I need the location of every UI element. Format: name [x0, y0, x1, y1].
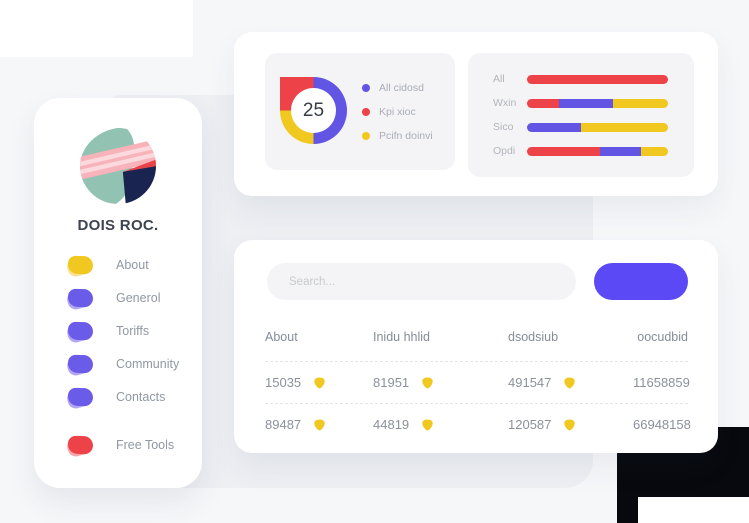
brand-logo	[79, 127, 157, 205]
donut-center-value: 25	[291, 88, 336, 133]
cell-value: 89487	[265, 417, 302, 432]
cell-value: 11658859	[633, 375, 690, 390]
bar-row-label: Opdi	[493, 145, 516, 157]
legend-dot-icon	[362, 132, 370, 140]
legend-dot-icon	[362, 84, 370, 92]
shield-icon	[564, 376, 576, 389]
sidebar-item-contacts[interactable]: Contacts	[68, 380, 202, 413]
sidebar-item-label: Contacts	[116, 389, 166, 404]
table-card: About Inidu hhlid dsodsiub oocudbid 1503…	[234, 240, 718, 453]
brand-logo-icon	[79, 127, 157, 205]
column-header: oocudbid	[637, 330, 688, 344]
decor-rect-top-left	[0, 0, 193, 57]
table-cell: 89487	[265, 417, 373, 432]
bar-row-opdi: Opdi	[493, 145, 668, 157]
table-row: 89487 44819 120587 66948158	[265, 404, 691, 445]
cell-value: 15035	[265, 375, 302, 390]
charts-card: 25 All cidosd Kpi xioc Pcifn doinvi	[234, 32, 718, 196]
contacts-blob-icon	[68, 388, 93, 406]
sidebar-item-label: Generol	[116, 290, 161, 305]
sidebar: DOIS ROC. About Generol Toriffs Communit…	[34, 98, 202, 488]
table-cell: 44819	[373, 417, 508, 432]
legend-label: Pcifn doinvi	[379, 130, 433, 142]
legend-item: Pcifn doinvi	[362, 130, 433, 142]
shield-icon	[422, 376, 433, 389]
column-header: About	[265, 330, 298, 344]
sidebar-item-label: Community	[116, 356, 180, 371]
generol-blob-icon	[68, 289, 93, 307]
data-table: About Inidu hhlid dsodsiub oocudbid 1503…	[265, 330, 691, 445]
table-cell: 66948158	[633, 417, 691, 432]
bar-row-label: All	[493, 73, 505, 85]
cell-value: 120587	[508, 417, 552, 432]
donut-legend: All cidosd Kpi xioc Pcifn doinvi	[362, 82, 433, 142]
table-header-row: About Inidu hhlid dsodsiub oocudbid	[265, 330, 688, 362]
legend-label: Kpi xioc	[379, 106, 416, 118]
table-cell: 81951	[373, 375, 508, 390]
search-input[interactable]	[267, 263, 576, 300]
stacked-bar	[527, 74, 668, 84]
stacked-bar	[527, 146, 668, 156]
legend-item: Kpi xioc	[362, 106, 433, 118]
bar-row-label: Wxin	[493, 97, 517, 109]
cell-value: 66948158	[633, 417, 691, 432]
sidebar-item-label: Free Tools	[116, 437, 175, 452]
legend-item: All cidosd	[362, 82, 433, 94]
donut-chart: 25	[280, 77, 347, 144]
table-row: 15035 81951 491547 11658859	[265, 362, 690, 404]
stacked-bar	[527, 122, 668, 132]
shield-icon	[564, 418, 576, 431]
legend-dot-icon	[362, 108, 370, 116]
table-cell: 491547	[508, 375, 633, 390]
sidebar-item-generol[interactable]: Generol	[68, 281, 202, 314]
primary-action-button[interactable]	[594, 263, 688, 300]
column-header: dsodsiub	[508, 330, 559, 344]
shield-icon	[314, 376, 325, 389]
stacked-bar	[527, 98, 668, 108]
stacked-bars-panel: All Wxin Sico Opdi	[468, 53, 694, 177]
shield-icon	[314, 418, 325, 431]
bar-row-sico: Sico	[493, 121, 668, 133]
about-blob-icon	[68, 256, 93, 274]
toriffs-blob-icon	[68, 322, 93, 340]
decor-rect-bottom-right	[638, 497, 749, 523]
shield-icon	[422, 418, 433, 431]
sidebar-item-label: About	[116, 257, 149, 272]
column-header: Inidu hhlid	[373, 330, 430, 344]
cell-value: 491547	[508, 375, 552, 390]
brand-title: DOIS ROC.	[77, 217, 159, 234]
sidebar-item-about[interactable]: About	[68, 248, 202, 281]
bar-row-wxin: Wxin	[493, 97, 668, 109]
sidebar-item-free-tools[interactable]: Free Tools	[68, 428, 202, 461]
sidebar-item-community[interactable]: Community	[68, 347, 202, 380]
table-cell: 15035	[265, 375, 373, 390]
cell-value: 44819	[373, 417, 410, 432]
sidebar-menu: About Generol Toriffs Community Contacts…	[34, 248, 202, 461]
free-tools-blob-icon	[68, 436, 93, 454]
sidebar-item-label: Toriffs	[116, 323, 150, 338]
bar-row-label: Sico	[493, 121, 514, 133]
donut-chart-panel: 25 All cidosd Kpi xioc Pcifn doinvi	[265, 53, 455, 170]
sidebar-item-toriffs[interactable]: Toriffs	[68, 314, 202, 347]
legend-label: All cidosd	[379, 82, 424, 94]
community-blob-icon	[68, 355, 93, 373]
table-cell: 120587	[508, 417, 633, 432]
cell-value: 81951	[373, 375, 410, 390]
bar-row-all: All	[493, 73, 668, 85]
table-cell: 11658859	[633, 375, 690, 390]
toolbar	[234, 240, 718, 300]
